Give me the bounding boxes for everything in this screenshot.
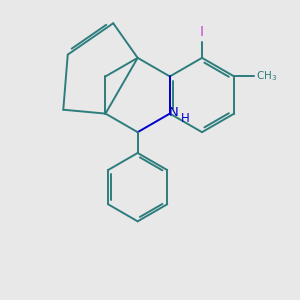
Text: H: H [181, 112, 190, 124]
Text: N: N [169, 106, 178, 118]
Text: I: I [200, 25, 204, 38]
Text: CH$_3$: CH$_3$ [256, 70, 277, 83]
